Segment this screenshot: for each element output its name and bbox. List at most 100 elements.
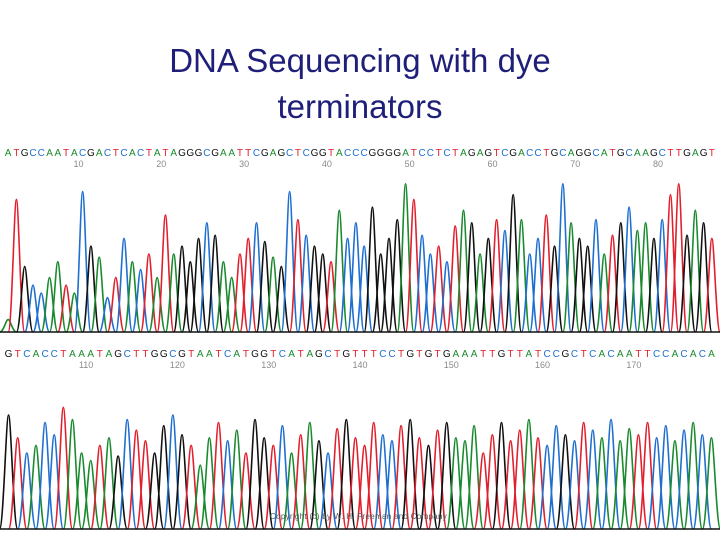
peak-trace <box>509 429 530 530</box>
peak-trace <box>355 245 374 333</box>
position-label: 140 <box>352 360 367 370</box>
position-label: 20 <box>156 159 166 169</box>
peak-trace <box>455 440 475 530</box>
base-letter: T <box>371 349 377 360</box>
peak-trace <box>409 436 430 530</box>
peak-trace <box>610 440 630 530</box>
base-letter: T <box>13 148 19 159</box>
base-letter: A <box>599 349 606 360</box>
peak-trace <box>254 436 274 530</box>
peak-trace <box>239 237 258 333</box>
base-letter: T <box>676 148 682 159</box>
position-label: 130 <box>261 360 276 370</box>
base-letter: A <box>477 148 484 159</box>
peak-trace <box>669 182 688 333</box>
base-letter: A <box>78 349 85 360</box>
peak-trace <box>371 253 390 333</box>
base-letter: C <box>553 349 560 360</box>
base-letter: G <box>393 148 401 159</box>
peak-trace <box>172 433 192 530</box>
base-letter: T <box>489 349 495 360</box>
base-letter: G <box>151 349 159 360</box>
base-letter: T <box>113 148 119 159</box>
base-letter: C <box>534 148 541 159</box>
peak-trace <box>263 444 284 530</box>
base-letter: T <box>334 349 340 360</box>
base-letter: C <box>124 349 131 360</box>
peak-trace <box>462 221 481 333</box>
base-letter: C <box>418 148 425 159</box>
base-letter: G <box>260 349 268 360</box>
base-letter: C <box>526 148 533 159</box>
peak-trace <box>555 433 576 530</box>
base-letter: A <box>170 148 177 159</box>
peak-trace <box>436 421 457 530</box>
peak-trace <box>694 221 713 333</box>
base-letter: C <box>203 148 210 159</box>
peak-trace <box>400 418 421 530</box>
peak-trace <box>528 436 548 530</box>
peak-trace <box>421 253 440 333</box>
base-letter: G <box>377 148 385 159</box>
peak-trace <box>264 256 283 333</box>
peak-trace <box>500 440 521 530</box>
peak-trace <box>139 253 158 333</box>
base-letter: G <box>311 148 319 159</box>
position-label: 170 <box>626 360 641 370</box>
base-letter: A <box>96 148 103 159</box>
base-letter: T <box>411 148 417 159</box>
position-label: 60 <box>487 159 497 169</box>
base-letter: A <box>708 349 715 360</box>
base-letter: T <box>436 148 442 159</box>
peak-trace <box>7 436 28 530</box>
base-letter: A <box>672 349 679 360</box>
peak-trace <box>236 452 256 530</box>
peak-trace <box>464 424 484 530</box>
peak-trace <box>611 221 630 333</box>
peak-trace <box>363 206 382 333</box>
peak-trace <box>644 237 663 333</box>
base-letter: T <box>162 148 168 159</box>
base-letter: A <box>154 148 161 159</box>
peak-trace <box>62 418 83 530</box>
base-letter: G <box>683 148 691 159</box>
peak-trace <box>446 436 466 530</box>
base-letter: A <box>601 148 608 159</box>
peak-trace <box>582 429 603 530</box>
position-label: 80 <box>653 159 663 169</box>
peak-trace <box>586 218 605 333</box>
peak-trace <box>487 218 506 333</box>
base-letter: A <box>626 349 633 360</box>
peak-trace <box>674 429 694 530</box>
base-letter: A <box>462 349 469 360</box>
peak-trace <box>26 444 46 530</box>
base-letter: T <box>416 349 422 360</box>
peak-trace <box>702 237 720 333</box>
peak-trace <box>98 296 117 333</box>
base-letter: C <box>443 148 450 159</box>
peak-trace <box>48 260 67 333</box>
peak-trace <box>454 209 473 333</box>
peak-trace <box>603 234 622 333</box>
base-letter: G <box>406 349 414 360</box>
base-letter: A <box>197 349 204 360</box>
position-label: 50 <box>405 159 415 169</box>
peak-trace <box>655 424 676 530</box>
base-letter: T <box>508 349 514 360</box>
peak-trace <box>701 436 720 530</box>
peak-trace <box>661 193 680 333</box>
base-letter: C <box>559 148 566 159</box>
peak-trace <box>665 440 685 530</box>
peak-trace <box>318 452 338 530</box>
base-letter: C <box>324 349 331 360</box>
base-letter: T <box>270 349 276 360</box>
base-letter: T <box>352 349 358 360</box>
peak-trace <box>336 418 357 530</box>
base-letter: A <box>129 148 136 159</box>
peak-trace <box>163 414 183 530</box>
base-letter: T <box>609 148 615 159</box>
base-letter: G <box>551 148 559 159</box>
base-letter: G <box>277 148 285 159</box>
base-letter: C <box>29 148 36 159</box>
base-letter: C <box>680 349 687 360</box>
